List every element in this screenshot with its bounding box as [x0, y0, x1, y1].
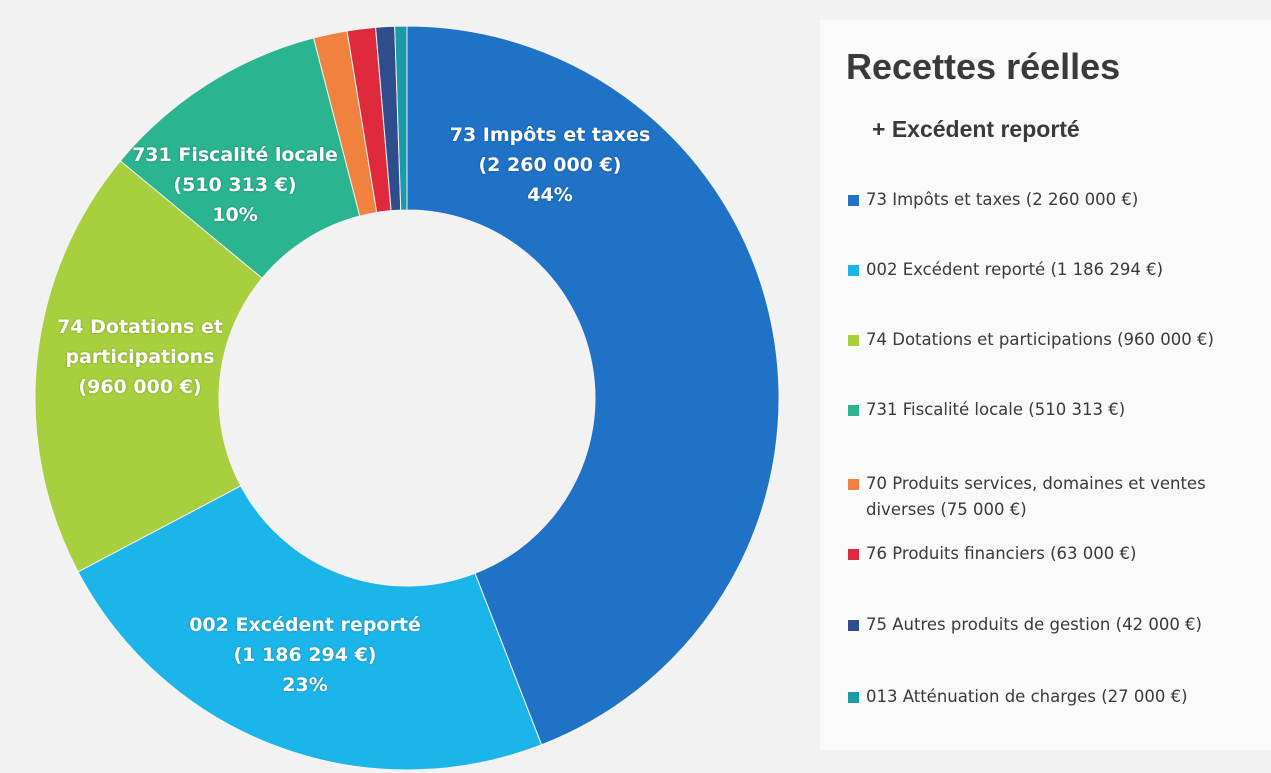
legend-swatch: [848, 549, 859, 560]
legend-item: 013 Atténuation de charges (27 000 €): [848, 684, 1258, 710]
legend-panel: [820, 20, 1271, 750]
slice-label-name: 74 Dotations et participations: [57, 316, 223, 368]
chart-subtitle: + Excédent reporté: [872, 116, 1080, 142]
slice-label-value: (510 313 €): [173, 174, 297, 196]
legend-label: 70 Produits services, domaines et ventes…: [866, 474, 1206, 519]
slice-label-name: 002 Excédent reporté: [189, 614, 421, 636]
legend-value: (42 000 €): [1115, 615, 1202, 634]
legend-value: (27 000 €): [1101, 687, 1188, 706]
slice-label: 002 Excédent reporté (1 186 294 €) 23%: [170, 610, 440, 700]
legend-label: 731 Fiscalité locale: [866, 400, 1024, 419]
slice-label-percent: 10%: [212, 204, 258, 226]
legend-swatch: [848, 265, 859, 276]
legend-swatch: [848, 620, 859, 631]
legend-label: 013 Atténuation de charges: [866, 687, 1096, 706]
slice-label-value: (960 000 €): [78, 376, 202, 398]
slice-label-value: (2 260 000 €): [478, 154, 622, 176]
legend-swatch: [848, 692, 859, 703]
legend-swatch: [848, 479, 859, 490]
donut-slice: [394, 25, 408, 211]
legend-value: (75 000 €): [940, 500, 1027, 519]
legend-item: 002 Excédent reporté (1 186 294 €): [848, 257, 1258, 283]
slice-label: 731 Fiscalité locale (510 313 €) 10%: [110, 140, 360, 230]
legend-value: (63 000 €): [1050, 544, 1137, 563]
legend-value: (2 260 000 €): [1025, 190, 1139, 209]
legend-swatch: [848, 335, 859, 346]
slice-label-name: 73 Impôts et taxes: [449, 124, 651, 146]
chart: [34, 25, 780, 771]
legend-item: 73 Impôts et taxes (2 260 000 €): [848, 187, 1258, 213]
legend-swatch: [848, 195, 859, 206]
slice-label: 74 Dotations et participations (960 000 €…: [20, 312, 260, 402]
chart-title: Recettes réelles: [846, 46, 1121, 87]
legend-label: 76 Produits financiers: [866, 544, 1045, 563]
slice-label-value: (1 186 294 €): [233, 644, 377, 666]
legend-item: 76 Produits financiers (63 000 €): [848, 541, 1258, 567]
slice-label-name: 731 Fiscalité locale: [132, 144, 338, 166]
legend-value: (1 186 294 €): [1050, 260, 1164, 279]
donut-slice: [406, 25, 780, 746]
legend-swatch: [848, 405, 859, 416]
legend-value: (960 000 €): [1117, 330, 1214, 349]
legend-label: 75 Autres produits de gestion: [866, 615, 1111, 634]
slice-label: 73 Impôts et taxes (2 260 000 €) 44%: [420, 120, 680, 210]
legend-item: 731 Fiscalité locale (510 313 €): [848, 397, 1258, 423]
slice-label-percent: 44%: [527, 184, 573, 206]
legend-item: 74 Dotations et participations (960 000 …: [848, 327, 1258, 353]
donut-slice: [77, 485, 543, 771]
legend-item: 75 Autres produits de gestion (42 000 €): [848, 612, 1258, 638]
slice-label-percent: 23%: [282, 674, 328, 696]
legend-value: (510 313 €): [1028, 400, 1126, 419]
legend-item: 70 Produits services, domaines et ventes…: [848, 471, 1258, 523]
legend-label: 73 Impôts et taxes: [866, 190, 1021, 209]
legend-label: 74 Dotations et participations: [866, 330, 1112, 349]
legend-label: 002 Excédent reporté: [866, 260, 1046, 279]
donut-slice: [34, 160, 263, 573]
